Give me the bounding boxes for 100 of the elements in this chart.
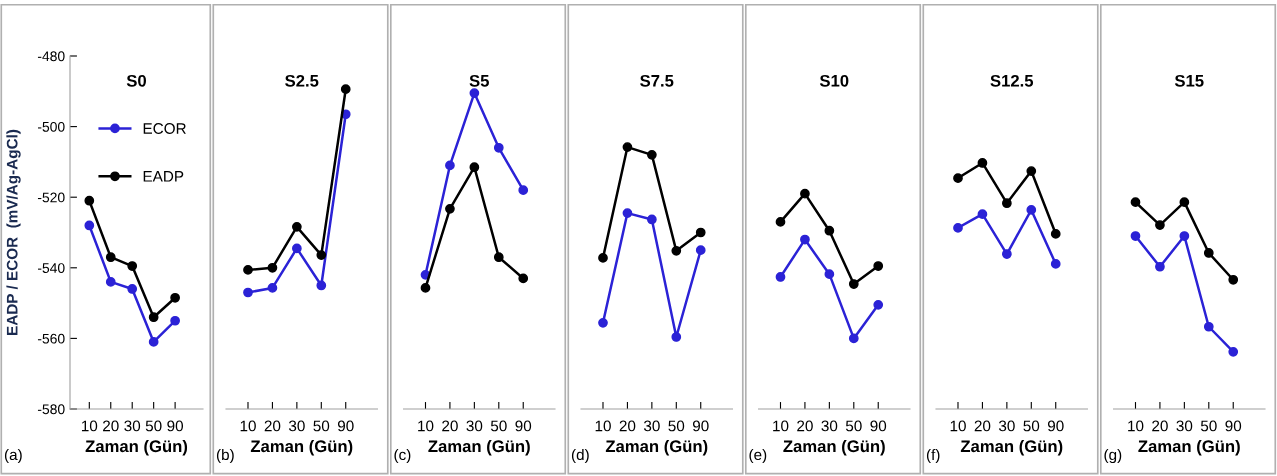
x-tick-label: 20 (974, 420, 991, 432)
point (598, 253, 608, 263)
x-tick-label: 10 (240, 420, 256, 432)
point (671, 332, 682, 342)
point (493, 252, 504, 263)
point (1179, 231, 1190, 241)
x-tick-label: 50 (490, 420, 507, 432)
point (953, 173, 963, 183)
x-tick-label: 30 (643, 420, 660, 432)
point (243, 265, 253, 275)
y-tick-label: -480 (37, 51, 65, 62)
legend-label: ECOR (143, 123, 186, 134)
point (1050, 259, 1061, 269)
text: (g) (1104, 448, 1122, 464)
point (292, 221, 302, 232)
point (1130, 231, 1141, 241)
x-tick-label: 20 (103, 420, 119, 432)
point (316, 250, 327, 260)
point (775, 217, 786, 227)
legend-label: EADP (143, 171, 184, 182)
text: S5 (469, 74, 489, 87)
point (848, 279, 859, 289)
point (775, 272, 786, 282)
x-tick-label: 90 (1047, 420, 1064, 432)
point (267, 283, 278, 293)
x-tick-label: 90 (870, 420, 887, 432)
point (1155, 261, 1165, 272)
x-tick-label: 50 (845, 420, 862, 432)
point (420, 283, 431, 293)
x-tick-label: 30 (466, 420, 483, 432)
point (84, 195, 95, 206)
x-axis-title: Zaman (Gün) (1138, 439, 1240, 456)
x-tick-label: 50 (1023, 420, 1040, 432)
point (493, 142, 504, 153)
x-tick-label: 50 (145, 420, 162, 432)
point (170, 315, 180, 326)
point (445, 203, 455, 214)
point (84, 220, 95, 231)
x-tick-label: 90 (167, 420, 184, 432)
point (695, 227, 706, 238)
point (800, 188, 810, 199)
point (598, 318, 608, 328)
point (873, 261, 884, 271)
x-tick-label: 30 (1176, 420, 1193, 432)
point (518, 273, 529, 284)
point (1179, 197, 1190, 208)
text: S15 (1174, 74, 1204, 87)
text: (b) (216, 448, 234, 464)
point (1002, 249, 1012, 259)
point (445, 160, 455, 171)
x-tick-label: 20 (797, 420, 813, 432)
point (1228, 346, 1239, 357)
x-tick-label: 30 (288, 420, 305, 432)
point (671, 245, 682, 256)
y-axis-title: EADP / ECOR (mV/Ag-AgCl) (6, 129, 21, 335)
point (622, 208, 633, 218)
point (1228, 274, 1239, 285)
x-tick-label: 20 (264, 420, 281, 432)
point (824, 225, 835, 236)
point (695, 245, 706, 256)
x-tick-label: 20 (619, 420, 636, 432)
point (127, 261, 138, 271)
x-tick-label: 50 (313, 420, 330, 432)
point (267, 262, 278, 273)
x-tick-label: 20 (442, 420, 458, 432)
x-tick-label: 30 (821, 420, 838, 432)
text: (d) (571, 448, 589, 464)
text: S12.5 (990, 74, 1034, 87)
x-tick-label: 30 (124, 420, 141, 432)
x-tick-label: 10 (950, 420, 966, 432)
point (622, 142, 633, 152)
x-tick-label: 10 (773, 420, 789, 432)
x-axis-title: Zaman (Gün) (783, 439, 885, 456)
x-tick-label: 90 (1225, 420, 1242, 432)
point (824, 269, 835, 280)
point (243, 287, 253, 298)
y-tick-label: -560 (37, 333, 65, 344)
x-axis-title: Zaman (Gün) (428, 439, 530, 456)
point (848, 333, 859, 344)
point (518, 185, 529, 196)
point (316, 280, 327, 291)
text: (e) (749, 448, 767, 464)
point (127, 284, 138, 294)
point (647, 214, 657, 225)
x-tick-label: 10 (1128, 420, 1144, 432)
text: S2.5 (285, 74, 319, 87)
x-tick-label: 10 (418, 420, 434, 432)
point (1026, 205, 1037, 215)
y-tick-label: -500 (37, 121, 65, 132)
text: S7.5 (640, 74, 674, 87)
point (1155, 220, 1165, 230)
point (148, 312, 159, 323)
x-tick-label: 10 (81, 420, 98, 432)
y-tick-label: -540 (37, 263, 65, 273)
text: S10 (819, 74, 849, 87)
point (1203, 321, 1214, 332)
point (1050, 229, 1061, 239)
point (105, 252, 116, 263)
x-tick-label: 30 (998, 420, 1015, 432)
x-axis-title: Zaman (Gün) (605, 439, 708, 456)
